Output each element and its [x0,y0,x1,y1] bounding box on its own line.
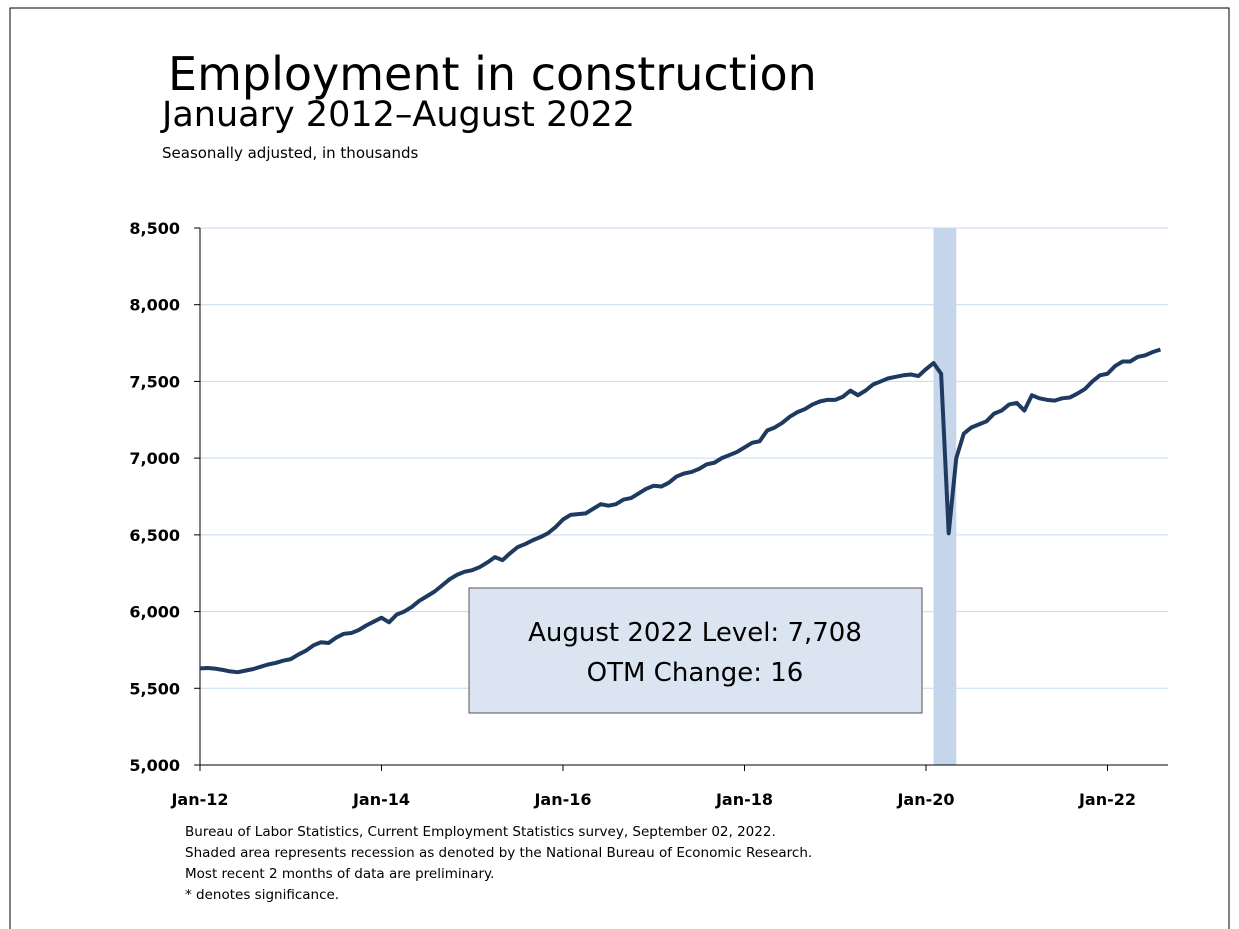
y-tick-label: 7,500 [129,372,180,391]
frame [9,7,1230,929]
y-tick-label: 7,000 [129,449,180,468]
units-note: Seasonally adjusted, in thousands [162,144,419,162]
footnote: Bureau of Labor Statistics, Current Empl… [185,824,776,840]
x-tick-label: Jan-18 [715,790,773,809]
annotation-text: OTM Change: 16 [587,658,804,688]
annotation-text: August 2022 Level: 7,708 [528,618,862,648]
x-tick-label: Jan-14 [352,790,410,809]
x-tick-label: Jan-12 [170,790,228,809]
y-tick-label: 6,000 [129,603,180,622]
y-tick-label: 6,500 [129,526,180,545]
footnote: * denotes significance. [185,887,339,903]
x-tick-label: Jan-16 [533,790,591,809]
x-tick-label: Jan-22 [1078,790,1136,809]
y-tick-label: 8,000 [129,296,180,315]
chart-title: Employment in construction [168,47,817,101]
x-tick-label: Jan-20 [896,790,954,809]
chart-subtitle: January 2012–August 2022 [160,95,635,135]
recession-band [933,228,957,765]
data-line [199,347,1162,675]
footnote: Most recent 2 months of data are prelimi… [185,866,494,882]
y-tick-label: 8,500 [129,219,180,238]
footnote: Shaded area represents recession as deno… [185,845,812,861]
y-tick-label: 5,000 [129,756,180,775]
y-tick-label: 5,500 [129,679,180,698]
annotation-box [468,587,923,714]
